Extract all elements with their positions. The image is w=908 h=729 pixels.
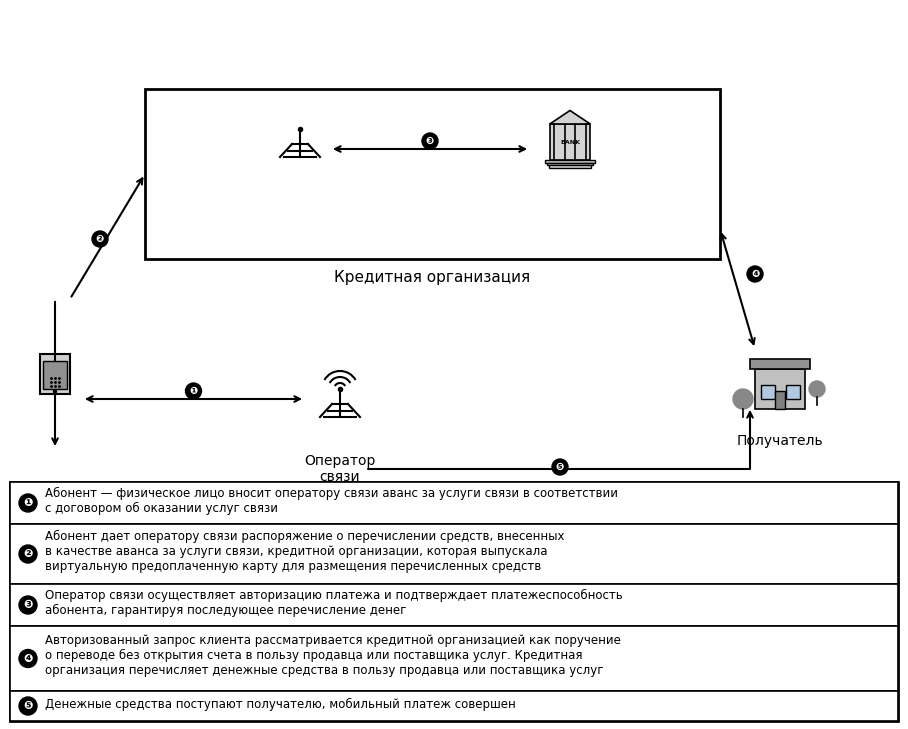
Bar bbox=[755, 369, 805, 409]
Circle shape bbox=[19, 596, 37, 614]
Text: ❷: ❷ bbox=[24, 549, 33, 559]
Circle shape bbox=[422, 133, 438, 149]
Bar bbox=[761, 385, 775, 399]
Circle shape bbox=[809, 381, 825, 397]
Text: ❷: ❷ bbox=[96, 234, 104, 244]
Bar bbox=[10, 482, 898, 524]
Circle shape bbox=[92, 231, 108, 247]
Bar bbox=[10, 524, 898, 584]
Text: ❶: ❶ bbox=[190, 386, 198, 396]
Text: Оператор связи осуществляет авторизацию платежа и подтверждает платежеспособност: Оператор связи осуществляет авторизацию … bbox=[45, 589, 623, 617]
Text: ❺: ❺ bbox=[556, 462, 564, 472]
Text: Денежные средства поступают получателю, мобильный платеж совершен: Денежные средства поступают получателю, … bbox=[45, 698, 516, 711]
Text: ❸: ❸ bbox=[24, 600, 33, 610]
Text: Абонент — физическое лицо вносит оператору связи аванс за услуги связи в соответ: Абонент — физическое лицо вносит операто… bbox=[45, 487, 618, 515]
Text: Оператор
связи: Оператор связи bbox=[304, 454, 376, 484]
Bar bbox=[10, 691, 898, 721]
Text: BANK: BANK bbox=[560, 139, 580, 144]
Circle shape bbox=[733, 389, 753, 409]
Circle shape bbox=[19, 494, 37, 512]
Bar bbox=[10, 482, 898, 721]
Circle shape bbox=[19, 697, 37, 715]
Text: ❹: ❹ bbox=[24, 653, 33, 663]
Bar bbox=[10, 626, 898, 691]
Circle shape bbox=[19, 545, 37, 563]
Bar bbox=[10, 584, 898, 626]
Text: Авторизованный запрос клиента рассматривается кредитной организацией как поручен: Авторизованный запрос клиента рассматрив… bbox=[45, 634, 621, 677]
Bar bbox=[785, 385, 800, 399]
Circle shape bbox=[54, 390, 56, 393]
Circle shape bbox=[552, 459, 568, 475]
Bar bbox=[145, 89, 720, 259]
Bar bbox=[549, 124, 590, 160]
Bar bbox=[43, 361, 67, 389]
Circle shape bbox=[185, 383, 202, 399]
Text: Абонент дает оператору связи распоряжение о перечислении средств, внесенных
в ка: Абонент дает оператору связи распоряжени… bbox=[45, 529, 565, 572]
Text: ❺: ❺ bbox=[24, 701, 33, 711]
Bar bbox=[775, 391, 785, 409]
Polygon shape bbox=[549, 111, 590, 124]
Circle shape bbox=[747, 266, 763, 282]
Bar bbox=[40, 354, 70, 394]
Text: ❶: ❶ bbox=[24, 498, 33, 508]
Text: ❸: ❸ bbox=[426, 136, 434, 146]
Bar bbox=[545, 160, 595, 163]
Text: Кредитная организация: Кредитная организация bbox=[334, 270, 530, 284]
Text: Получатель: Получатель bbox=[736, 434, 824, 448]
Polygon shape bbox=[750, 359, 810, 369]
Circle shape bbox=[19, 650, 37, 668]
Text: ❹: ❹ bbox=[751, 269, 759, 279]
Bar bbox=[547, 163, 593, 165]
Bar bbox=[548, 165, 591, 168]
